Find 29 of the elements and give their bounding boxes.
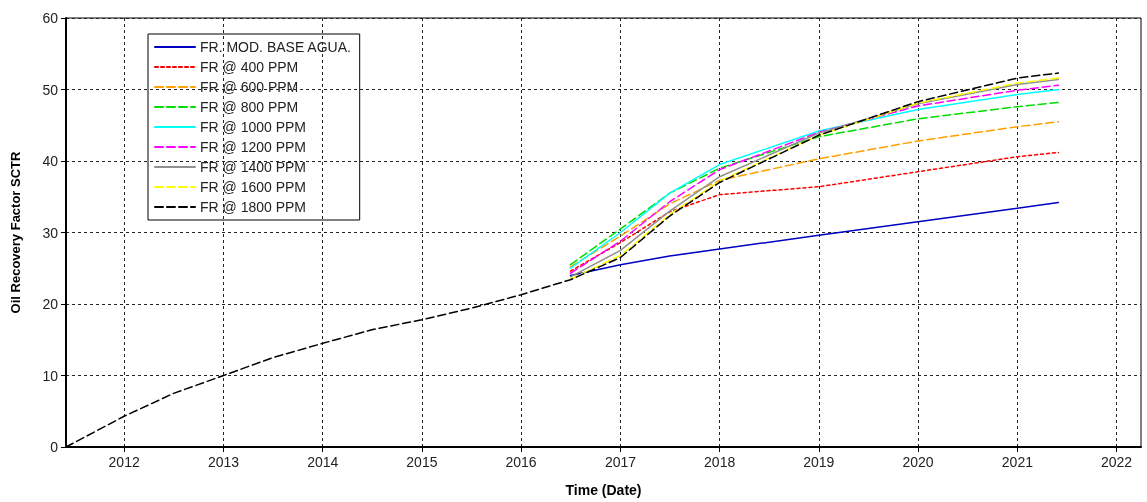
x-tick-label: 2018 <box>704 454 736 470</box>
legend-label: FR @ 1800 PPM <box>200 199 307 215</box>
x-tick-label: 2015 <box>406 454 438 470</box>
legend-label: FR @ 400 PPM <box>200 59 299 75</box>
x-tick-label: 2017 <box>604 454 637 470</box>
line-series <box>569 151 1060 272</box>
y-tick-label: 30 <box>42 224 59 241</box>
x-tick-label: 2016 <box>505 454 537 470</box>
legend-label: FR @ 800 PPM <box>200 99 299 115</box>
x-tick-label: 2019 <box>803 454 835 470</box>
y-tick-label: 50 <box>42 81 59 98</box>
x-tick-label: 2021 <box>1001 454 1034 470</box>
x-tick-label: 2014 <box>307 454 339 470</box>
y-tick-label: 10 <box>42 367 59 384</box>
x-axis-title: Time (Date) <box>565 482 642 498</box>
x-tick-label: 2020 <box>902 454 934 470</box>
x-tick-label: 2012 <box>108 454 140 470</box>
y-tick-label: 0 <box>50 439 59 455</box>
legend-label: FR @ 1600 PPM <box>200 179 307 195</box>
legend-label: FR @ 1000 PPM <box>200 119 307 135</box>
y-tick-label: 40 <box>42 153 59 169</box>
legend-label: FR. MOD. BASE AGUA. <box>200 39 351 55</box>
y-tick-label: 60 <box>42 10 59 26</box>
legend-label: FR @ 1200 PPM <box>200 139 307 155</box>
x-tick-label: 2013 <box>207 454 240 470</box>
y-axis-title: Oil Recovery Factor SCTR <box>8 150 23 314</box>
y-tick-label: 20 <box>42 296 59 312</box>
x-tick-label: 2022 <box>1100 454 1133 470</box>
line-series <box>569 201 1060 277</box>
